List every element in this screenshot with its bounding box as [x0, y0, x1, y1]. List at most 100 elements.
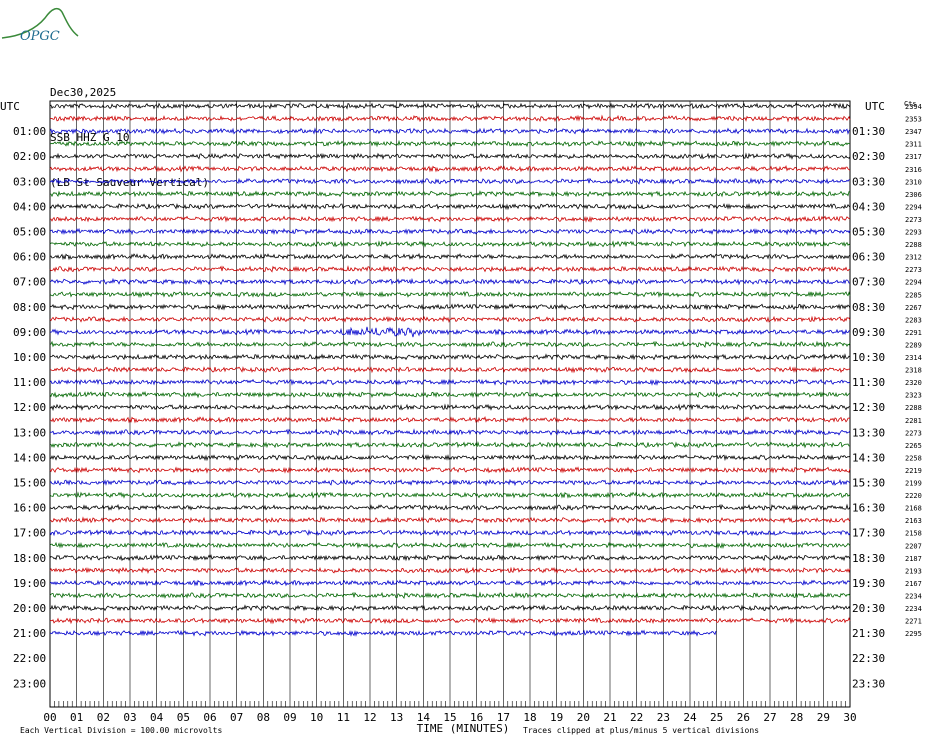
right-hour-label: 11:30: [852, 376, 885, 389]
trace-line: [49, 290, 851, 299]
trace-count-label: 2267: [905, 304, 922, 312]
trace-line: [49, 202, 851, 211]
right-hour-label: 01:30: [852, 125, 885, 138]
x-tick-label: 17: [497, 711, 510, 724]
x-tick-label: 13: [390, 711, 403, 724]
left-hour-label: 16:00: [13, 502, 46, 515]
trace-line: [49, 378, 851, 386]
trace-count-label: 2281: [905, 417, 922, 425]
right-hour-label: 18:30: [852, 552, 885, 565]
trace-line: [49, 617, 851, 625]
right-hour-label: 08:30: [852, 301, 885, 314]
trace-count-label: 2312: [905, 254, 922, 262]
x-tick-label: 07: [230, 711, 243, 724]
left-hour-label: 08:00: [13, 301, 46, 314]
trace-count-label: 2234: [905, 605, 922, 613]
x-axis-title: TIME (MINUTES): [417, 722, 510, 735]
plot-grid: [49, 100, 851, 708]
trace-count-label: 2187: [905, 555, 922, 563]
trace-count-label: 2318: [905, 367, 922, 375]
trace-line: [49, 315, 851, 324]
trace-line: [49, 466, 851, 474]
trace-line: [49, 353, 851, 361]
trace-count-label: 2310: [905, 178, 922, 186]
right-hour-label: 15:30: [852, 477, 885, 490]
left-hour-label: 12:00: [13, 401, 46, 414]
left-hour-label: 21:00: [13, 627, 46, 640]
x-tick-label: 10: [310, 711, 323, 724]
right-hour-label: 04:30: [852, 200, 885, 213]
x-tick-label: 01: [70, 711, 83, 724]
left-hour-label: 18:00: [13, 552, 46, 565]
trace-count-label: 2220: [905, 492, 922, 500]
axis-labels: 00 01 02 03 04 05 06 07 08 09 10 11 12 13 14 15 16 17 18 19…: [0, 100, 922, 735]
left-hour-label: 04:00: [13, 200, 46, 213]
x-tick-label: 25: [710, 711, 723, 724]
x-tick-label: 29: [817, 711, 830, 724]
x-tick-label: 28: [790, 711, 803, 724]
x-tick-label: 23: [657, 711, 670, 724]
trace-count-label: 2394: [905, 103, 922, 111]
trace-line: [49, 566, 851, 575]
trace-line: [49, 265, 851, 273]
logo-text: OPGC: [20, 29, 60, 44]
trace-line: [49, 277, 851, 286]
trace-count-label: 2294: [905, 203, 922, 211]
x-tick-label: 15: [443, 711, 456, 724]
trace-count-label: 2323: [905, 392, 922, 400]
trace-line: [49, 604, 851, 612]
station-code: SSB HHZ G 10: [50, 131, 130, 144]
trace-count-label: 2289: [905, 341, 922, 349]
x-tick-label: 08: [257, 711, 270, 724]
right-axis-title: UTC: [865, 100, 885, 113]
trace-count-label: 2347: [905, 128, 922, 136]
x-tick-label: 06: [203, 711, 216, 724]
trace-count-label: 2317: [905, 153, 922, 161]
x-tick-label: 18: [523, 711, 536, 724]
trace-count-label: 2293: [905, 229, 922, 237]
trace-line: [49, 326, 851, 338]
left-hour-label: 13:00: [13, 426, 46, 439]
trace-count-label: 2167: [905, 580, 922, 588]
trace-line: [49, 491, 851, 499]
trace-count-label: 2320: [905, 379, 922, 387]
seismic-traces: [49, 102, 851, 637]
x-tick-label: 27: [763, 711, 776, 724]
left-hour-label: 20:00: [13, 602, 46, 615]
right-hour-label: 16:30: [852, 502, 885, 515]
trace-line: [49, 139, 851, 148]
x-tick-label: 14: [417, 711, 431, 724]
footer-clip-note: Traces clipped at plus/minus 5 vertical …: [523, 726, 759, 735]
left-hour-label: 10:00: [13, 351, 46, 364]
left-hour-label: 01:00: [13, 125, 46, 138]
x-tick-label: 26: [737, 711, 750, 724]
right-hour-label: 21:30: [852, 627, 885, 640]
counts-header: Cts: [904, 100, 917, 108]
trace-line: [49, 190, 851, 198]
trace-count-label: 2199: [905, 480, 922, 488]
trace-line: [49, 240, 851, 248]
left-hour-label: 11:00: [13, 376, 46, 389]
left-hour-label: 17:00: [13, 527, 46, 540]
trace-count-label: 2271: [905, 618, 922, 626]
trace-count-label: 2219: [905, 467, 922, 475]
trace-line: [49, 252, 851, 261]
trace-line: [49, 591, 851, 599]
x-tick-label: 21: [603, 711, 616, 724]
x-tick-label: 02: [97, 711, 110, 724]
trace-count-label: 2265: [905, 442, 922, 450]
right-hour-label: 17:30: [852, 527, 885, 540]
trace-count-label: 2295: [905, 630, 922, 638]
trace-line: [49, 403, 851, 412]
logo-swoosh: [1, 7, 79, 39]
right-hour-label: 22:30: [852, 652, 885, 665]
trace-line: [49, 227, 851, 236]
x-tick-label: 05: [177, 711, 190, 724]
x-tick-label: 04: [150, 711, 164, 724]
trace-line: [49, 441, 851, 449]
right-hour-label: 05:30: [852, 226, 885, 239]
x-tick-label: 20: [577, 711, 590, 724]
trace-line: [49, 303, 851, 311]
trace-count-label: 2288: [905, 241, 922, 249]
trace-count-label: 2258: [905, 454, 922, 462]
